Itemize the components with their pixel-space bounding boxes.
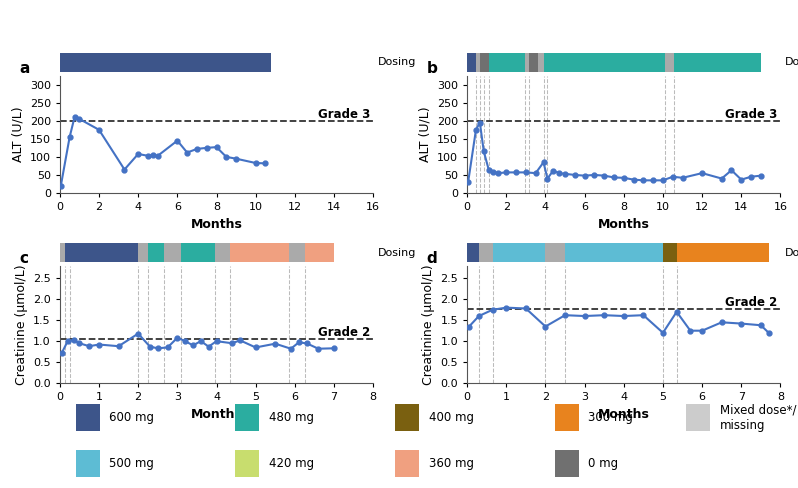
Bar bbox=[555, 404, 579, 431]
Text: Grade 3: Grade 3 bbox=[318, 108, 370, 121]
Bar bbox=[76, 450, 100, 477]
Text: 480 mg: 480 mg bbox=[269, 411, 314, 424]
Bar bbox=[565, 244, 663, 262]
Bar bbox=[65, 244, 138, 262]
Bar bbox=[686, 404, 710, 431]
Y-axis label: ALT (U/L): ALT (U/L) bbox=[11, 106, 24, 162]
Bar bbox=[479, 244, 492, 262]
Bar bbox=[546, 244, 565, 262]
Text: 360 mg: 360 mg bbox=[429, 457, 473, 470]
Text: a: a bbox=[19, 61, 30, 76]
Text: Dosing: Dosing bbox=[377, 247, 417, 258]
X-axis label: Months: Months bbox=[191, 218, 243, 230]
Y-axis label: ALT (U/L): ALT (U/L) bbox=[418, 106, 432, 162]
Bar bbox=[529, 53, 538, 72]
Text: 500 mg: 500 mg bbox=[109, 457, 154, 470]
Bar bbox=[467, 244, 479, 262]
Bar bbox=[538, 53, 543, 72]
Bar bbox=[138, 244, 148, 262]
Bar bbox=[230, 244, 289, 262]
Bar bbox=[289, 244, 305, 262]
Bar bbox=[395, 450, 419, 477]
Bar bbox=[476, 53, 480, 72]
Text: Dosing: Dosing bbox=[377, 58, 417, 67]
Bar bbox=[674, 53, 760, 72]
Text: 300 mg: 300 mg bbox=[588, 411, 633, 424]
Bar bbox=[235, 450, 259, 477]
Bar bbox=[235, 404, 259, 431]
Bar bbox=[488, 53, 525, 72]
Text: Grade 2: Grade 2 bbox=[725, 296, 777, 309]
X-axis label: Months: Months bbox=[598, 407, 650, 421]
Text: 0 mg: 0 mg bbox=[588, 457, 618, 470]
Text: 600 mg: 600 mg bbox=[109, 411, 154, 424]
Text: Dosing: Dosing bbox=[785, 58, 798, 67]
Bar bbox=[480, 53, 488, 72]
Text: Grade 2: Grade 2 bbox=[318, 326, 370, 340]
Bar bbox=[305, 244, 334, 262]
Y-axis label: Creatinine (μmol/L): Creatinine (μmol/L) bbox=[14, 264, 27, 385]
Text: d: d bbox=[426, 251, 437, 266]
Bar bbox=[395, 404, 419, 431]
Text: 420 mg: 420 mg bbox=[269, 457, 314, 470]
Bar bbox=[525, 53, 529, 72]
Bar bbox=[492, 244, 546, 262]
X-axis label: Months: Months bbox=[191, 407, 243, 421]
Text: Grade 3: Grade 3 bbox=[725, 108, 777, 121]
X-axis label: Months: Months bbox=[598, 218, 650, 230]
Bar bbox=[215, 244, 230, 262]
Bar bbox=[60, 244, 65, 262]
Text: b: b bbox=[426, 61, 437, 76]
Text: c: c bbox=[19, 251, 28, 266]
Bar bbox=[543, 53, 665, 72]
Bar bbox=[181, 244, 215, 262]
Bar bbox=[76, 404, 100, 431]
Bar bbox=[677, 244, 768, 262]
Bar bbox=[60, 53, 271, 72]
Text: 400 mg: 400 mg bbox=[429, 411, 473, 424]
Bar bbox=[164, 244, 181, 262]
Bar bbox=[555, 450, 579, 477]
Bar bbox=[467, 53, 476, 72]
Text: Mixed dose*/
missing: Mixed dose*/ missing bbox=[720, 404, 796, 432]
Bar bbox=[663, 244, 677, 262]
Y-axis label: Creatinine (μmol/L): Creatinine (μmol/L) bbox=[422, 264, 435, 385]
Text: Dosing: Dosing bbox=[785, 247, 798, 258]
Bar bbox=[148, 244, 164, 262]
Bar bbox=[665, 53, 674, 72]
